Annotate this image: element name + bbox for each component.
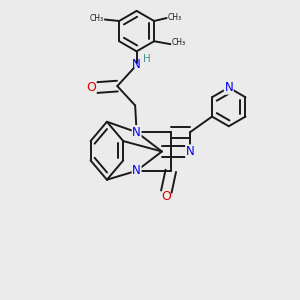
Text: N: N [186,145,194,158]
Text: CH₃: CH₃ [172,38,186,47]
Text: CH₃: CH₃ [89,14,103,23]
Text: N: N [224,81,233,94]
Text: N: N [132,58,141,71]
Text: N: N [132,126,141,139]
Text: O: O [161,190,171,203]
Text: H: H [143,54,151,64]
Text: N: N [132,164,141,177]
Text: O: O [86,81,96,94]
Text: CH₃: CH₃ [168,13,182,22]
